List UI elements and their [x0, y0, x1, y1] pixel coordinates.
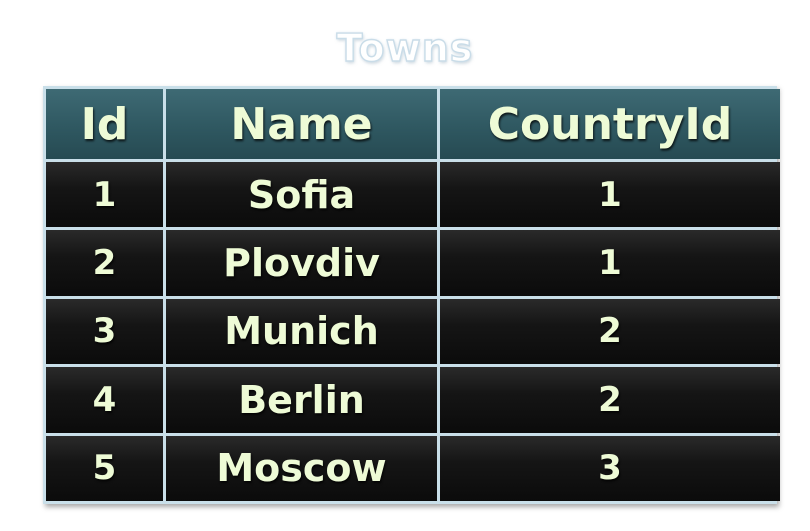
cell-id: 1: [46, 162, 163, 228]
header-row: Id Name CountryId: [46, 89, 780, 159]
table-row: 2 Plovdiv 1: [46, 230, 780, 296]
cell-id: 3: [46, 298, 163, 365]
column-header-id: Id: [46, 89, 163, 159]
cell-name: Moscow: [166, 435, 437, 501]
cell-name: Berlin: [166, 367, 437, 433]
cell-id: 4: [46, 367, 163, 433]
column-header-name: Name: [166, 89, 437, 159]
table-row: 4 Berlin 2: [46, 367, 780, 433]
cell-name: Sofia: [166, 162, 437, 228]
cell-name: Munich: [166, 298, 437, 365]
table-row: 3 Munich 2: [46, 298, 780, 365]
cell-countryid: 1: [440, 162, 780, 228]
table-title: Towns: [336, 25, 474, 70]
cell-name: Plovdiv: [166, 230, 437, 296]
cell-id: 5: [46, 435, 163, 501]
towns-table-container: Id Name CountryId 1 Sofia 1 2 Plovdiv 1 …: [43, 86, 780, 504]
towns-table: Id Name CountryId 1 Sofia 1 2 Plovdiv 1 …: [43, 86, 783, 504]
table-row: 1 Sofia 1: [46, 162, 780, 228]
column-header-countryid: CountryId: [440, 89, 780, 159]
cell-countryid: 1: [440, 230, 780, 296]
cell-id: 2: [46, 230, 163, 296]
cell-countryid: 3: [440, 435, 780, 501]
cell-countryid: 2: [440, 298, 780, 365]
cell-countryid: 2: [440, 367, 780, 433]
table-row: 5 Moscow 3: [46, 435, 780, 501]
